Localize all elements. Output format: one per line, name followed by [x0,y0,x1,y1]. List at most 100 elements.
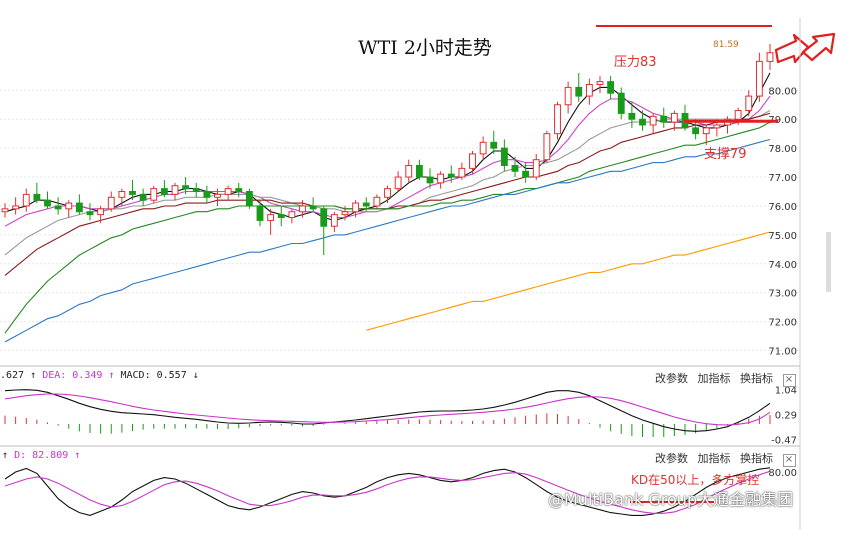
y-tick-label: 76.00 [768,202,797,213]
candlestick [575,72,583,102]
candle-body [86,211,94,216]
candle-body [575,86,583,97]
candle-body [532,159,540,178]
candlestick [203,185,211,204]
candle-body [107,196,115,210]
candlestick [107,191,115,212]
chart-title: WTI 2小时走势 [358,37,492,59]
candle-body [373,196,381,207]
moving-average-line [366,231,771,331]
candlestick [585,78,593,105]
candle-body [352,202,360,213]
candlestick [214,188,221,206]
candlestick [267,208,275,235]
add-indicator-button[interactable]: 加指标 [697,452,731,465]
candlestick [118,188,126,206]
candle-body [490,141,498,149]
candle-body [267,214,275,221]
switch-indicator-button[interactable]: 换指标 [740,372,773,385]
y-tick-label: -0.47 [771,436,797,447]
candle-body [511,164,519,172]
switch-indicator-button[interactable]: 换指标 [740,452,773,465]
candlestick [224,185,232,201]
candlestick [22,188,30,212]
candlestick [256,200,264,227]
candle-body [628,112,636,120]
candlestick [54,197,62,215]
candle-body [596,81,604,86]
candlestick [309,197,317,212]
arrow-up-icon: ↑ [108,370,115,381]
support-label: 支撑79 [704,147,747,162]
candlestick [139,188,147,206]
candle-body [299,205,306,213]
candlestick [745,90,753,117]
macd-dif-value: .627 [0,370,25,381]
moving-average-line [4,138,771,343]
candle-body [33,193,41,201]
candle-body [479,141,487,155]
scrollbar-thumb[interactable] [826,232,831,292]
candlestick [171,182,179,201]
candlestick [330,211,338,232]
candle-body [235,188,243,193]
change-params-button[interactable]: 改参数 [655,452,688,465]
y-tick-label: 0.29 [775,410,797,421]
candlestick [415,159,423,180]
candlestick [649,113,657,134]
macd-y-axis: 1.04 0.29 -0.47 [771,385,797,446]
candle-body [458,167,466,178]
y-tick-label: 80.00 [768,86,797,97]
candle-body [160,188,168,195]
candlestick [500,139,508,172]
candlestick [670,110,678,131]
y-tick-label: 72.00 [768,318,797,329]
candle-body [522,170,530,178]
change-params-button[interactable]: 改参数 [655,372,688,385]
candle-body [54,205,62,210]
macd-dif-line [4,389,771,432]
candle-body [564,86,572,106]
candlestick [660,107,668,128]
candle-body [670,112,678,123]
candle-body [617,92,625,114]
candle-body [405,164,413,178]
candlestick [97,205,105,224]
candle-body [394,176,402,190]
macd-macd-value: MACD: 0.557 [120,370,187,381]
close-icon[interactable]: × [782,374,796,387]
close-icon[interactable]: × [782,454,796,467]
candlestick [639,110,646,131]
candlestick [288,208,296,224]
candle-body [500,147,508,166]
candle-body [766,52,774,62]
candlestick [235,182,243,198]
candlestick [394,171,402,192]
y-tick-label: 78.00 [768,144,797,155]
candlestick [150,185,158,204]
watermark: @MultiBank Group大通金融集团 [548,490,794,509]
candlestick [277,205,285,227]
candle-body [75,202,83,213]
kd-panel: 80.00 KD在50以上，多方掌控 [0,445,800,516]
candlestick [766,44,774,71]
candlestick [447,165,455,183]
candle-body [447,173,455,178]
candle-body [745,95,753,112]
candlestick [384,185,391,204]
kd-y-axis: 80.00 [768,468,797,479]
candle-body [362,202,370,207]
candle-body [245,191,253,207]
candle-body [660,115,668,123]
macd-panel: 1.04 0.29 -0.47 [0,365,800,447]
candlestick [702,124,710,146]
candlestick [44,191,51,209]
candlestick [192,182,200,198]
candlestick [490,130,498,154]
candle-body [320,208,328,227]
candle-body [129,191,136,195]
candlestick [299,200,306,218]
candlestick [522,162,530,183]
add-indicator-button[interactable]: 加指标 [697,372,731,385]
candlestick [405,159,413,183]
